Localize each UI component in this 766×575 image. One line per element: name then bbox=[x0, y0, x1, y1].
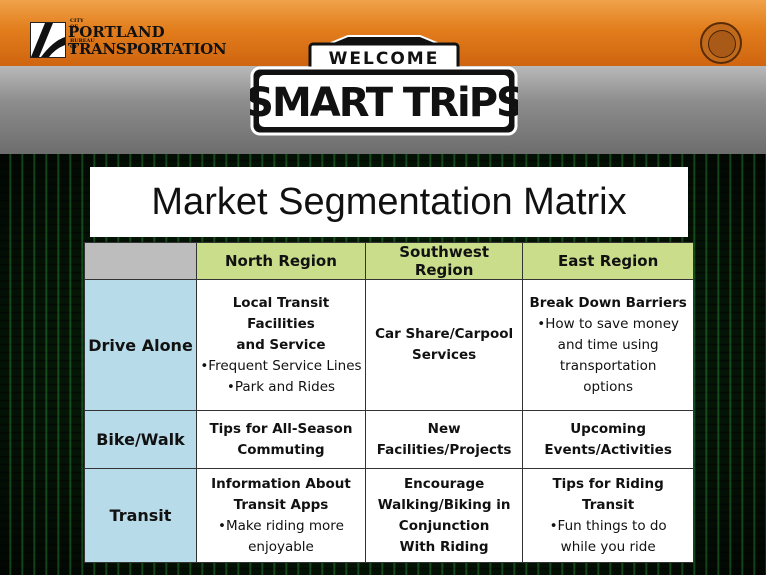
logo-transportation: TRANSPORTATION bbox=[68, 40, 227, 58]
banner-welcome: WELCOME bbox=[329, 49, 440, 69]
cell-drive-alone-north: Local Transit Facilities and Service •Fr… bbox=[196, 279, 366, 411]
cell-bike-walk-southwest: New Facilities/Projects bbox=[364, 410, 524, 469]
cell-transit-east: Tips for Riding Transit •Fun things to d… bbox=[522, 468, 694, 563]
table-row-bike-walk: Bike/Walk Tips for All-Season Commuting … bbox=[84, 410, 694, 469]
title-box: Market Segmentation Matrix bbox=[90, 167, 688, 237]
cell-transit-north: Information About Transit Apps •Make rid… bbox=[196, 468, 366, 563]
column-header-east: East Region bbox=[522, 242, 694, 280]
city-seal-icon bbox=[700, 22, 742, 64]
logo-portland: PORTLAND bbox=[68, 23, 165, 41]
table-row-drive-alone: Drive Alone Local Transit Facilities and… bbox=[84, 279, 694, 411]
row-header-transit: Transit bbox=[84, 468, 197, 563]
logo-city-of: CITY OF bbox=[70, 18, 84, 30]
table-header-row: North Region Southwest Region East Regio… bbox=[84, 242, 694, 280]
logo-bureau-of: BUREAU OF bbox=[70, 38, 95, 50]
cell-drive-alone-east: Break Down Barriers •How to save money a… bbox=[522, 279, 694, 411]
cell-bike-walk-east: Upcoming Events/Activities bbox=[522, 410, 694, 469]
banner-smart-trips: SMART TRiPS bbox=[250, 80, 518, 126]
logo-mark-icon bbox=[30, 22, 66, 58]
column-header-southwest: Southwest Region bbox=[364, 242, 524, 280]
segmentation-table: North Region Southwest Region East Regio… bbox=[84, 242, 694, 563]
table-row-transit: Transit Information About Transit Apps •… bbox=[84, 468, 694, 563]
row-header-bike-walk: Bike/Walk bbox=[84, 410, 197, 469]
corner-cell bbox=[84, 242, 197, 280]
smart-trips-logo: WELCOME SMART TRiPS bbox=[250, 35, 518, 136]
column-header-north: North Region bbox=[196, 242, 366, 280]
row-header-drive-alone: Drive Alone bbox=[84, 279, 197, 411]
cell-drive-alone-southwest: Car Share/Carpool Services bbox=[364, 279, 524, 411]
cell-transit-southwest: Encourage Walking/Biking in Conjunction … bbox=[364, 468, 524, 563]
page-title: Market Segmentation Matrix bbox=[151, 181, 627, 223]
pbot-logo: CITY OF PORTLAND BUREAU OF TRANSPORTATIO… bbox=[30, 18, 227, 62]
cell-bike-walk-north: Tips for All-Season Commuting bbox=[196, 410, 366, 469]
